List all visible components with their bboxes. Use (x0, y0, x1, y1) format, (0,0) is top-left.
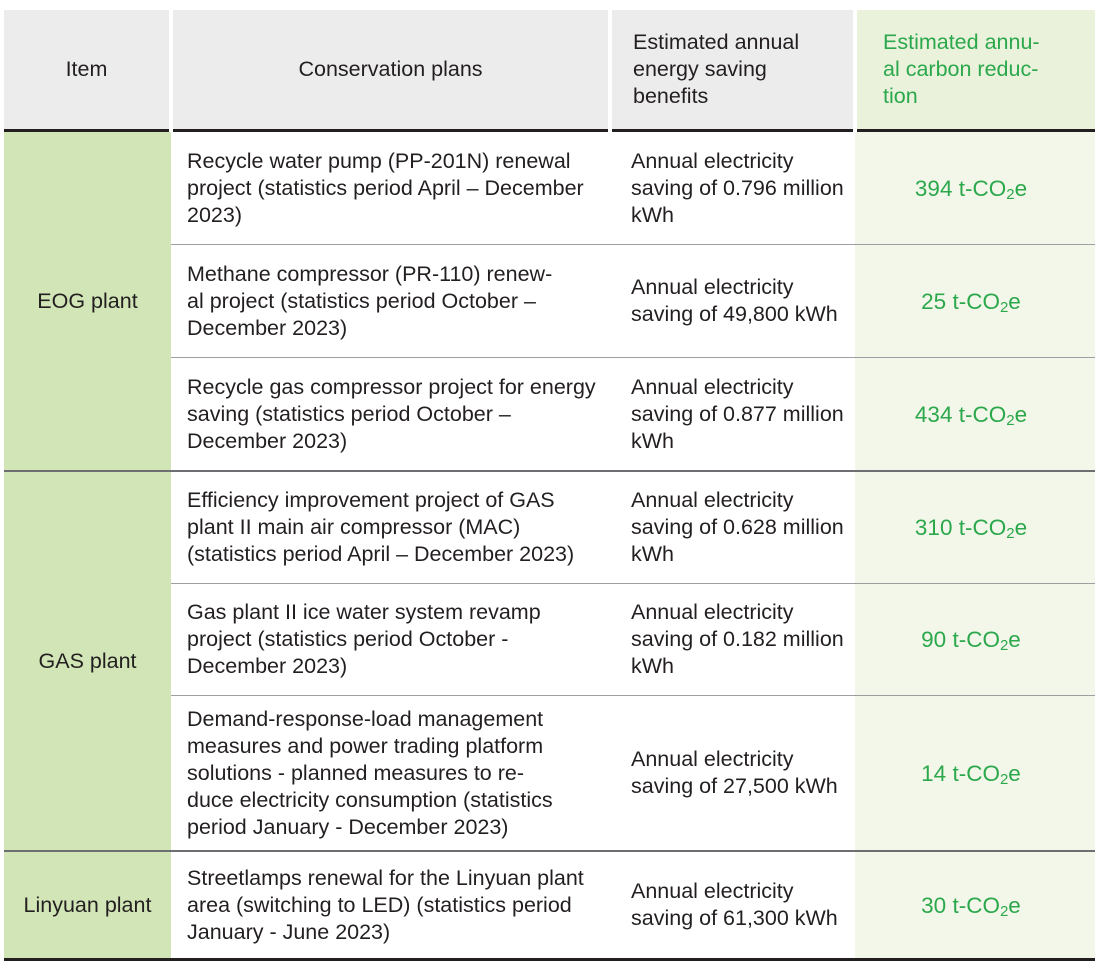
conservation-plans-table: Item Conservation plans Estimated annual… (4, 10, 1095, 961)
table-row: Gas plant II ice water system revamp pro… (4, 583, 1095, 696)
carbon-value-subscript: 2 (1006, 411, 1015, 429)
plan-cell: Demand-response-load management measures… (171, 695, 610, 852)
benefit-cell: Annual electricity saving of 61,300 kWh (610, 851, 855, 961)
table-row: Demand-response-load management measures… (4, 695, 1095, 852)
carbon-value: 310 t-CO2e (915, 514, 1027, 541)
carbon-value-main: 310 t-CO (914, 515, 1007, 540)
item-gas-plant: GAS plant (4, 471, 171, 852)
benefit-cell: Annual electricity saving of 27,500 kWh (610, 695, 855, 852)
benefit-cell: Annual electricity saving of 0.796 milli… (610, 130, 855, 245)
carbon-value: 90 t-CO2e (921, 626, 1021, 653)
carbon-value: 434 t-CO2e (915, 401, 1027, 428)
header-conservation-plans: Conservation plans (169, 10, 610, 132)
benefit-cell: Annual electricity saving of 0.877 milli… (610, 357, 855, 472)
carbon-value-subscript: 2 (999, 298, 1009, 316)
carbon-cell: 14 t-CO2e (855, 695, 1095, 852)
carbon-value: 14 t-CO2e (921, 760, 1021, 787)
benefit-cell: Annual electricity saving of 49,800 kWh (610, 244, 855, 358)
carbon-value-main: 394 t-CO (914, 175, 1007, 201)
carbon-value-subscript: 2 (1006, 185, 1015, 203)
benefit-cell: Annual electricity saving of 0.628 milli… (610, 471, 855, 584)
carbon-value-suffix: e (1008, 760, 1021, 786)
header-energy-saving-benefits: Estimated annual energy saving benefits (608, 10, 855, 132)
carbon-value-subscript: 2 (999, 637, 1009, 654)
plan-cell: Methane compressor (PR-110) renew- al pr… (171, 244, 610, 358)
carbon-cell: 434 t-CO2e (855, 357, 1095, 472)
plan-cell: Gas plant II ice water system revamp pro… (171, 583, 610, 696)
carbon-cell: 310 t-CO2e (855, 471, 1095, 584)
plan-cell: Recycle water pump (PP-201N) renewal pro… (171, 130, 610, 245)
carbon-value: 25 t-CO2e (921, 288, 1021, 315)
carbon-value: 394 t-CO2e (915, 175, 1027, 202)
carbon-cell: 90 t-CO2e (855, 583, 1095, 696)
carbon-value-suffix: e (1014, 515, 1028, 540)
carbon-value-main: 14 t-CO (921, 760, 1000, 786)
carbon-value-main: 25 t-CO (921, 288, 1000, 314)
table-row: GAS plant Efficiency improvement project… (4, 471, 1095, 852)
plan-cell: Streetlamps renewal for the Linyuan plan… (171, 851, 610, 961)
benefit-cell: Annual electricity saving of 0.182 milli… (610, 583, 855, 696)
carbon-value-subscript: 2 (999, 770, 1009, 788)
table-row: Linyuan plant Streetlamps renewal for th… (4, 851, 1095, 961)
table-row: Recycle gas compressor project for energ… (4, 357, 1095, 472)
carbon-value-suffix: e (1008, 627, 1021, 652)
table-row: EOG plant Recycle water pump (PP-201N) r… (4, 130, 1095, 472)
plan-text: Demand-response-load management measures… (187, 706, 553, 839)
table-header-row: Item Conservation plans Estimated annual… (4, 10, 1095, 132)
carbon-value: 30 t-CO2e (921, 892, 1021, 919)
carbon-cell: 394 t-CO2e (855, 130, 1095, 245)
table-row: Methane compressor (PR-110) renew- al pr… (4, 244, 1095, 358)
plan-cell: Recycle gas compressor project for energ… (171, 357, 610, 472)
carbon-value-main: 434 t-CO (914, 401, 1007, 427)
carbon-value-suffix: e (1014, 401, 1028, 427)
header-carbon-reduction: Estimated annu- al carbon reduc- tion (853, 10, 1095, 132)
carbon-value-subscript: 2 (1006, 525, 1015, 542)
carbon-cell: 30 t-CO2e (855, 851, 1095, 961)
header-item: Item (4, 10, 171, 132)
plan-text: Methane compressor (PR-110) renew- al pr… (187, 261, 553, 340)
header-carbon-reduction-text: Estimated annu- al carbon reduc- tion (883, 30, 1040, 108)
carbon-cell: 25 t-CO2e (855, 244, 1095, 358)
plan-cell: Efficiency improvement project of GAS pl… (171, 471, 610, 584)
carbon-value-subscript: 2 (999, 902, 1009, 920)
carbon-value-main: 30 t-CO (921, 892, 1000, 918)
item-eog-plant: EOG plant (4, 130, 171, 472)
carbon-value-suffix: e (1014, 175, 1028, 201)
carbon-value-suffix: e (1008, 892, 1021, 918)
carbon-value-suffix: e (1008, 288, 1021, 314)
carbon-value-main: 90 t-CO (921, 627, 1000, 652)
item-linyuan-plant: Linyuan plant (4, 851, 171, 961)
